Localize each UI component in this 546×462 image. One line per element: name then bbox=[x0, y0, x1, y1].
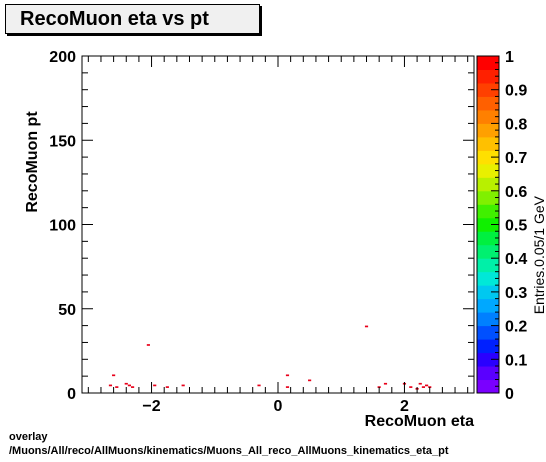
colorbar-segment bbox=[477, 56, 499, 70]
colorbar-segment bbox=[477, 190, 499, 205]
title-box: RecoMuon eta vs pt bbox=[5, 4, 260, 34]
x-tick-label-1: 0 bbox=[274, 398, 283, 415]
colorbar-segment bbox=[477, 96, 499, 111]
bin-cell-1 bbox=[108, 384, 113, 387]
y-axis-label: RecoMuon pt bbox=[24, 111, 41, 213]
colorbar: 0 0.1 0.2 0.3 0.4 0.5 0.6 0.7 0.8 0.9 1 bbox=[476, 49, 527, 403]
colorbar-segment bbox=[477, 163, 499, 178]
colorbar-segment bbox=[477, 379, 499, 394]
bin-cell-6 bbox=[146, 344, 150, 346]
colorbar-segment bbox=[477, 150, 499, 165]
footer-line-2: /Muons/All/reco/AllMuons/kinematics/Muon… bbox=[9, 445, 449, 457]
colorbar-segment bbox=[477, 231, 499, 246]
bin-cell-18 bbox=[409, 386, 413, 388]
bin-cell-3 bbox=[124, 382, 128, 385]
colorbar-segment bbox=[477, 325, 499, 340]
y-tick-label-2: 100 bbox=[49, 218, 76, 235]
bin-cell-10 bbox=[257, 384, 261, 387]
bin-cell-5 bbox=[131, 386, 135, 388]
x-axis-label: RecoMuon eta bbox=[365, 413, 474, 430]
bin-cell-16 bbox=[383, 382, 388, 385]
x-tick-label-2: 2 bbox=[400, 398, 409, 415]
z-tick-label-4: 0.4 bbox=[505, 251, 527, 268]
bin-cell-8 bbox=[165, 386, 169, 388]
colorbar-segment bbox=[477, 352, 499, 367]
colorbar-segment bbox=[477, 136, 499, 151]
z-tick-label-6: 0.6 bbox=[505, 184, 527, 201]
colorbar-segment bbox=[477, 109, 499, 124]
bins-layer bbox=[108, 325, 432, 390]
colorbar-segment bbox=[477, 244, 499, 259]
bin-cell-13 bbox=[308, 379, 312, 382]
bin-cell-22 bbox=[425, 384, 429, 387]
bin-cell-14 bbox=[364, 325, 369, 328]
footer-line-1: overlay bbox=[9, 431, 48, 443]
colorbar-segment bbox=[477, 82, 499, 97]
bin-cell-9 bbox=[181, 384, 185, 387]
colorbar-segment bbox=[477, 204, 499, 219]
z-tick-label-9: 0.9 bbox=[505, 83, 527, 100]
z-tick-label-10: 1 bbox=[505, 49, 514, 66]
y-tick-label-1: 50 bbox=[58, 302, 76, 319]
colorbar-segment bbox=[477, 271, 499, 286]
x-tick-label-0: −2 bbox=[142, 398, 160, 415]
colorbar-segment bbox=[477, 123, 499, 138]
colorbar-segment bbox=[477, 69, 499, 84]
bin-cell-4 bbox=[127, 384, 131, 387]
bin-cell-2 bbox=[115, 386, 119, 388]
colorbar-segment bbox=[477, 217, 499, 232]
colorbar-segment bbox=[477, 366, 499, 381]
y-tick-label-3: 150 bbox=[49, 133, 76, 150]
z-tick-label-7: 0.7 bbox=[505, 150, 527, 167]
chart-title: RecoMuon eta vs pt bbox=[20, 8, 209, 30]
colorbar-segment bbox=[477, 312, 499, 327]
z-axis-label: Entries.0.05/1 GeV bbox=[531, 195, 546, 314]
bin-cell-20 bbox=[418, 382, 422, 385]
axes-layer: −2 0 2 0 50 100 150 200 bbox=[49, 49, 474, 415]
z-tick-label-2: 0.2 bbox=[505, 319, 527, 336]
y-tick-label-4: 200 bbox=[49, 49, 76, 66]
z-tick-label-1: 0.1 bbox=[505, 352, 527, 369]
bin-cell-7 bbox=[153, 384, 157, 387]
bin-cell-0 bbox=[112, 374, 116, 377]
colorbar-segment bbox=[477, 339, 499, 354]
colorbar-segment bbox=[477, 258, 499, 273]
z-tick-label-0: 0 bbox=[505, 386, 514, 403]
bin-cell-21 bbox=[421, 386, 425, 388]
plot-frame bbox=[81, 55, 475, 394]
z-tick-label-3: 0.3 bbox=[505, 285, 527, 302]
bin-cell-12 bbox=[285, 386, 290, 388]
z-tick-label-5: 0.5 bbox=[505, 218, 527, 235]
y-tick-label-0: 0 bbox=[67, 386, 76, 403]
colorbar-segment bbox=[477, 177, 499, 192]
colorbar-segment bbox=[477, 298, 499, 313]
colorbar-segment bbox=[477, 285, 499, 300]
bin-cell-11 bbox=[285, 374, 290, 377]
z-tick-label-8: 0.8 bbox=[505, 116, 527, 133]
